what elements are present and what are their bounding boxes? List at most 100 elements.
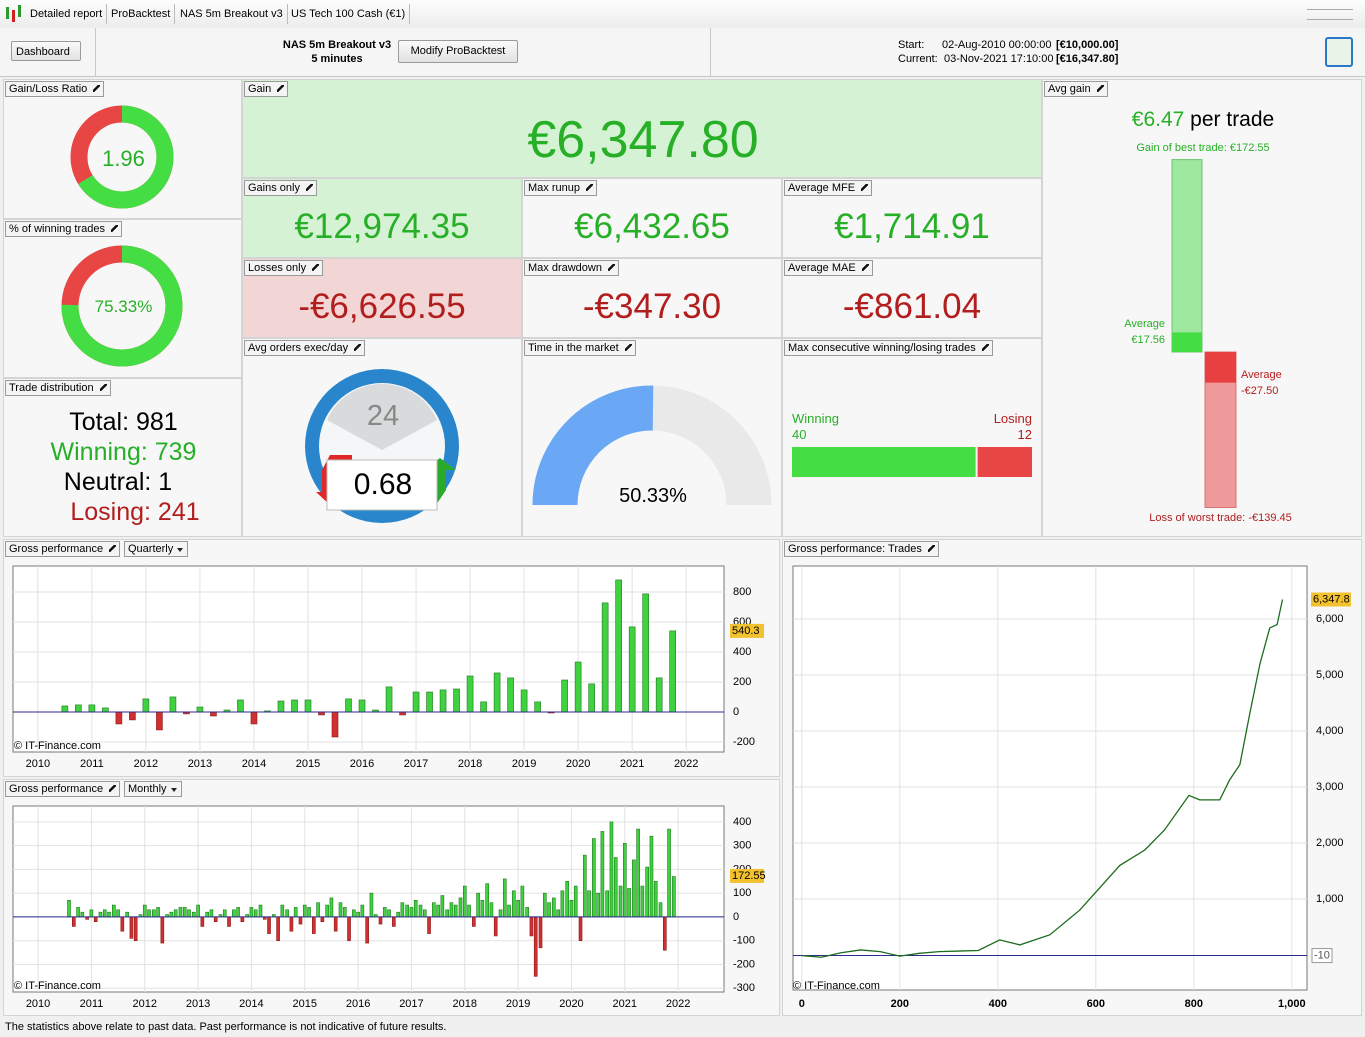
toolbar: Dashboard NAS 5m Breakout v3 5 minutes M…: [0, 28, 1365, 77]
bar: [445, 909, 449, 918]
current-capital: [€16,347.80]: [1056, 53, 1119, 65]
bar: [405, 904, 409, 918]
watermark: © IT-Finance.com: [793, 980, 880, 992]
bar: [277, 700, 285, 713]
bar: [453, 688, 460, 713]
bar: [385, 686, 393, 713]
gains-only-panel: Gains only €12,974.35: [242, 178, 522, 258]
bar: [129, 916, 134, 939]
panel-title[interactable]: Max drawdown: [524, 260, 619, 276]
winning-trades: Winning: 739: [50, 438, 197, 466]
bar: [253, 909, 258, 918]
bar: [573, 885, 578, 918]
x-tick-label: 2011: [80, 998, 104, 1010]
average-mae-value: -€861.04: [842, 287, 982, 326]
bar: [347, 916, 351, 941]
panel-title[interactable]: Gain/Loss Ratio: [5, 81, 105, 97]
start-date: 02-Aug-2010 00:00:00: [942, 39, 1052, 51]
panel-title[interactable]: Max runup: [524, 180, 597, 196]
bar: [467, 904, 471, 918]
tab[interactable]: Detailed report: [26, 4, 108, 24]
panel-title[interactable]: Average MFE: [784, 180, 873, 196]
y-tick-label: 100: [733, 887, 751, 899]
x-tick-label: 2019: [512, 758, 536, 770]
max-runup-value: €6,432.65: [574, 207, 730, 246]
panel-title[interactable]: Avg gain: [1044, 81, 1108, 97]
panel-title[interactable]: Max consecutive winning/losing trades: [784, 340, 993, 356]
bar: [485, 883, 489, 918]
y-tick-label: 4,000: [1316, 725, 1344, 737]
tab[interactable]: US Tech 100 Cash (€1): [287, 4, 411, 24]
panel-title[interactable]: Avg orders exec/day: [244, 340, 366, 356]
report-icon[interactable]: [1325, 37, 1353, 67]
bar: [156, 907, 160, 918]
bar: [649, 835, 654, 918]
avg-gain-label: Average: [1124, 318, 1165, 330]
bar: [662, 916, 667, 951]
bar: [102, 909, 107, 918]
bar: [588, 683, 595, 713]
footer-note: The statistics above relate to past data…: [5, 1021, 447, 1033]
bar: [538, 916, 543, 949]
bar: [329, 897, 334, 918]
bar: [88, 704, 96, 713]
tab[interactable]: NAS 5m Breakout v3: [176, 4, 288, 24]
x-tick-label: 200: [891, 998, 909, 1010]
worst-trade-value: -€139.45: [1248, 512, 1292, 524]
bar: [636, 828, 640, 918]
bar: [280, 904, 285, 918]
panel-title[interactable]: Average MAE: [784, 260, 873, 276]
gauge-value: [532, 385, 654, 506]
panel-title[interactable]: Gross performance: Trades: [784, 541, 939, 557]
bar: [658, 902, 663, 918]
tab[interactable]: ProBacktest: [107, 4, 176, 24]
panel-title[interactable]: Gain: [244, 81, 289, 97]
losing-trades: Losing: 241: [70, 498, 200, 526]
bar: [520, 689, 528, 713]
panel-title[interactable]: Gross performance: [5, 541, 121, 557]
y-tick-label: 1,000: [1316, 893, 1344, 905]
winning-label: Winning: [792, 411, 839, 426]
bar: [116, 909, 120, 918]
panel-title[interactable]: % of winning trades: [5, 221, 122, 237]
panel-title[interactable]: Time in the market: [524, 340, 636, 356]
bar: [147, 909, 151, 918]
bar: [358, 699, 366, 713]
bar: [529, 916, 534, 937]
panel-title[interactable]: Trade distribution: [5, 380, 111, 396]
bar: [360, 904, 365, 918]
bar: [156, 711, 163, 731]
window-controls[interactable]: [1307, 9, 1353, 20]
bar: [169, 911, 174, 918]
bar: [534, 701, 541, 713]
bar: [258, 904, 263, 918]
bar: [498, 909, 503, 918]
modify-button[interactable]: Modify ProBacktest: [398, 40, 518, 63]
bar: [325, 904, 329, 918]
bar: [609, 821, 614, 918]
period-dropdown[interactable]: Quarterly: [124, 541, 189, 557]
winning-bar: [792, 447, 976, 477]
x-tick-label: 800: [1185, 998, 1203, 1010]
panel-title[interactable]: Losses only: [244, 260, 324, 276]
dashboard-dropdown[interactable]: Dashboard: [11, 41, 81, 61]
bar: [560, 890, 565, 918]
period-dropdown[interactable]: Monthly: [124, 781, 182, 797]
bar: [628, 626, 636, 713]
best-trade-value: €172.55: [1229, 142, 1270, 154]
x-tick-label: 2013: [188, 758, 212, 770]
bar: [400, 902, 405, 918]
losses-only-value: -€6,626.55: [298, 287, 466, 326]
current-value: 6,347.8: [1313, 593, 1350, 605]
panel-title[interactable]: Gains only: [244, 180, 317, 196]
bar: [112, 904, 116, 918]
bar: [512, 890, 516, 918]
x-tick-label: 2017: [399, 998, 423, 1010]
bar: [333, 916, 338, 932]
panel-title[interactable]: Gross performance: [5, 781, 121, 797]
watermark: © IT-Finance.com: [14, 740, 101, 752]
bar: [120, 916, 125, 932]
bar: [187, 909, 191, 918]
bar: [516, 900, 520, 918]
equity-line: [801, 599, 1284, 958]
